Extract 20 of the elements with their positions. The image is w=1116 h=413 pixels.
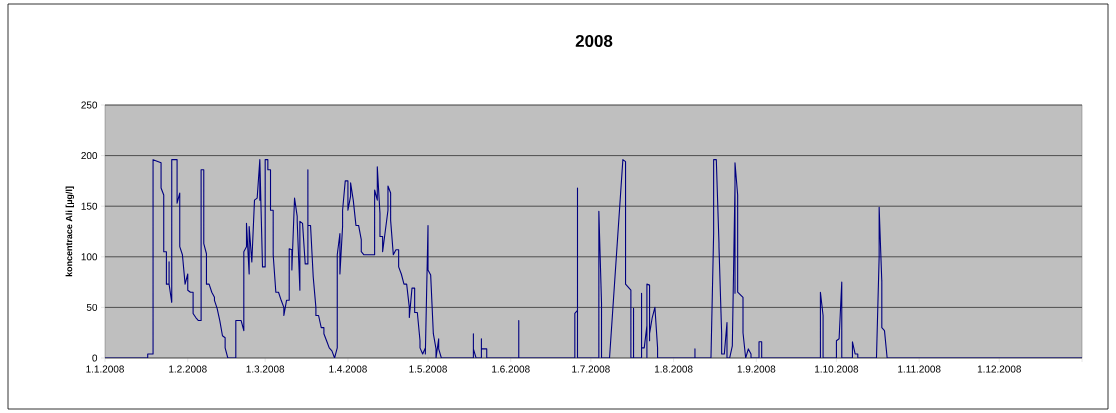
y-tick-label: 100 xyxy=(81,253,98,261)
y-axis-title: koncentrace Ali [µg/l] xyxy=(65,186,75,277)
y-tick-label: 50 xyxy=(86,303,98,311)
x-tick-label: 1.11.2008 xyxy=(898,365,941,373)
x-tick-label: 1.5.2008 xyxy=(409,365,447,373)
x-tick-label: 1.8.2008 xyxy=(654,365,693,373)
x-tick-label: 1.12.2008 xyxy=(977,365,1021,373)
x-tick-label: 1.10.2008 xyxy=(815,365,859,373)
y-tick-label: 150 xyxy=(81,202,98,210)
x-tick-label: 1.1.2008 xyxy=(86,365,124,373)
y-tick-label: 200 xyxy=(81,152,98,160)
y-tick-label: 0 xyxy=(92,354,98,362)
y-tick-label: 250 xyxy=(81,101,98,109)
x-tick-label: 1.7.2008 xyxy=(572,365,610,373)
x-tick-label: 1.4.2008 xyxy=(329,365,367,373)
chart-title: 2008 xyxy=(575,35,613,47)
x-tick-label: 1.6.2008 xyxy=(492,365,530,373)
x-tick-label: 1.2.2008 xyxy=(169,365,207,373)
x-tick-label: 1.3.2008 xyxy=(246,365,285,373)
x-tick-label: 1.9.2008 xyxy=(737,365,776,373)
